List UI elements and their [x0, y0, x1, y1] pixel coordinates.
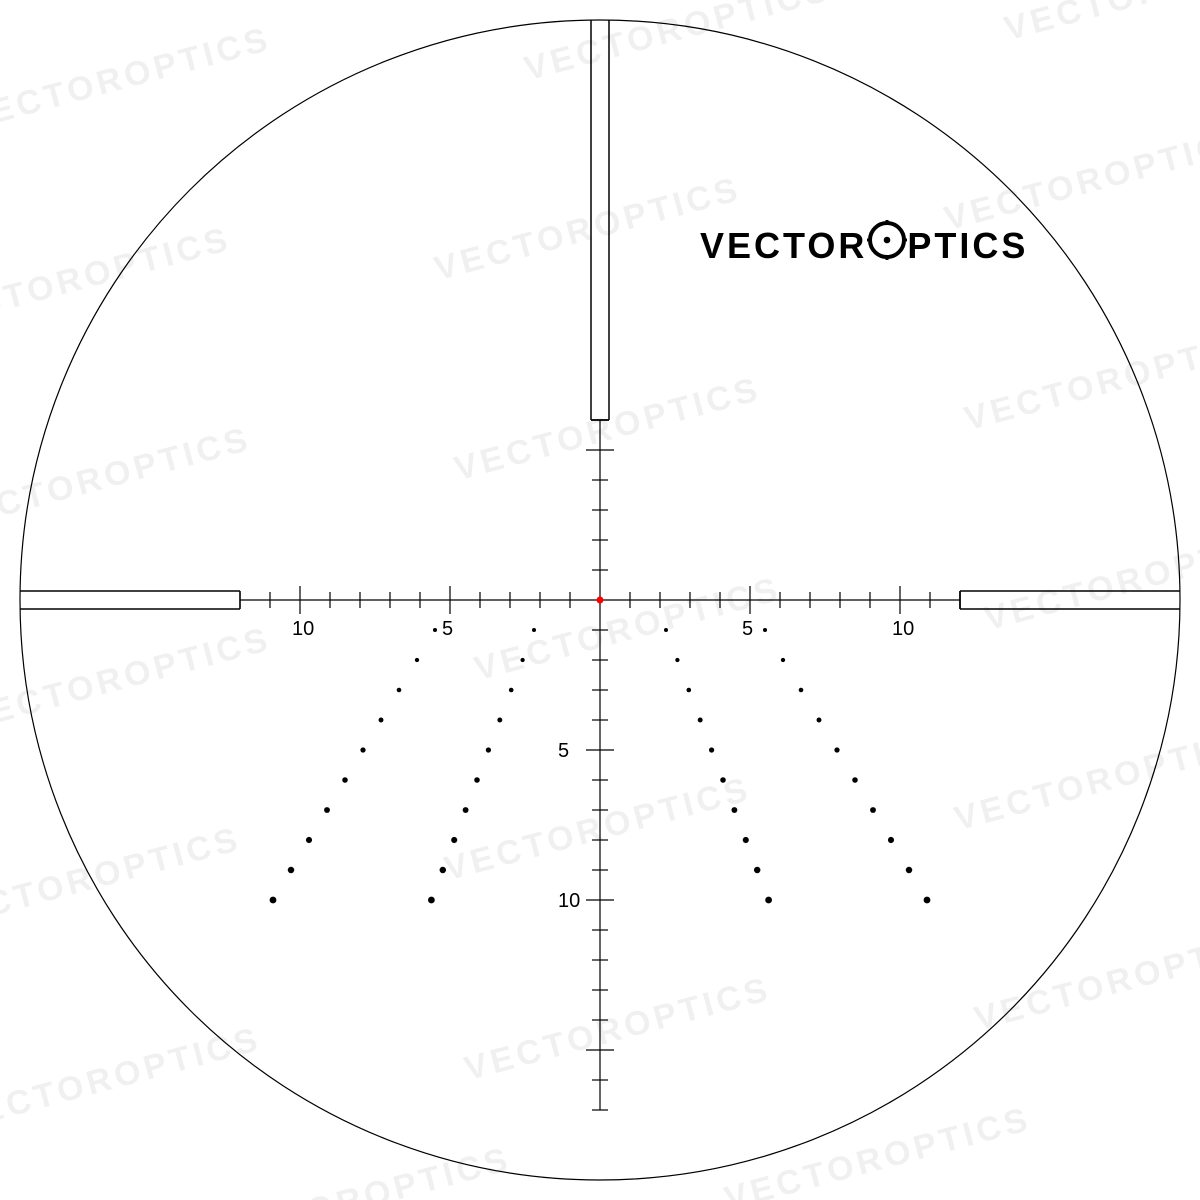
axis-label-horizontal: 10	[892, 618, 914, 641]
logo-reticle-o-icon	[867, 220, 907, 269]
brand-logo: VECTOR PTICS	[700, 220, 1028, 269]
logo-text-post: PTICS	[907, 225, 1028, 266]
axis-label-vertical: 5	[558, 740, 569, 763]
axis-label-horizontal: 5	[742, 618, 753, 641]
reticle-canvas: VECTOROPTICSVECTOROPTICSVECTOROPTICSVECT…	[0, 0, 1200, 1200]
reticle-svg	[0, 0, 1200, 1200]
center-dot	[597, 597, 604, 604]
axis-label-horizontal: 5	[442, 618, 453, 641]
axis-label-horizontal: 10	[292, 618, 314, 641]
axis-label-vertical: 10	[558, 890, 580, 913]
logo-text-pre: VECTOR	[700, 225, 867, 266]
